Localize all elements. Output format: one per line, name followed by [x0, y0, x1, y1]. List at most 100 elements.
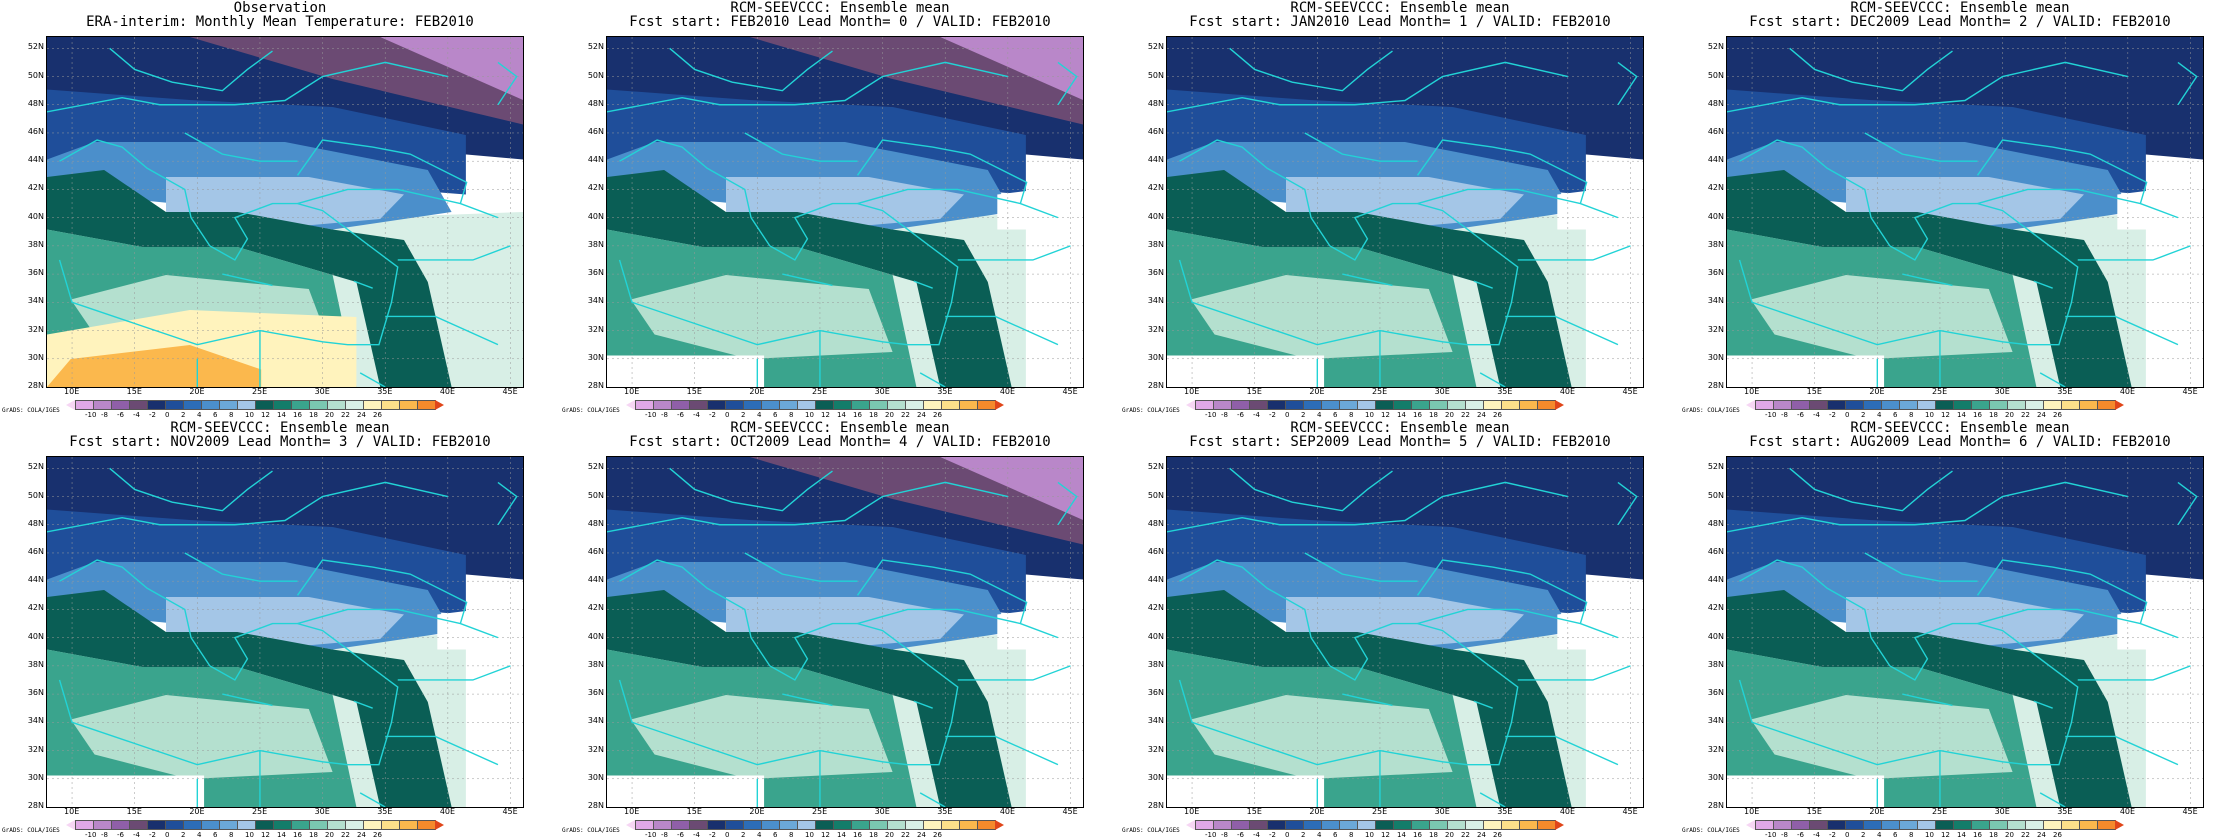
- lat-tick-label: 28N: [1147, 801, 1164, 810]
- lat-tick-label: 42N: [1707, 603, 1724, 613]
- grads-credit: GrADS: COLA/IGES: [562, 827, 620, 834]
- lon-tick-label: 45E: [1622, 387, 1638, 396]
- colorbar-swatch: [327, 820, 346, 830]
- coastline: [1167, 467, 1638, 807]
- colorbar-swatch: [1827, 400, 1846, 410]
- colorbar-swatch: [363, 820, 382, 830]
- colorbar-label: 2: [1861, 411, 1866, 419]
- colorbar-swatch: [671, 820, 690, 830]
- contour-plot: [1727, 457, 2203, 807]
- colorbar-label: 22: [341, 831, 350, 839]
- contour-band: [2117, 184, 2203, 387]
- contour-band: [1727, 355, 1885, 387]
- lon-tick-label: 30E: [1434, 807, 1450, 816]
- colorbar-swatch: [1483, 820, 1502, 830]
- colorbar-label: 12: [1381, 831, 1390, 839]
- colorbar-label: -10: [1765, 831, 1777, 839]
- colorbar-swatch: [689, 820, 708, 830]
- lon-tick-label: 35E: [937, 387, 953, 396]
- lat-tick-label: 40N: [1707, 631, 1724, 641]
- temperature-map: [1166, 456, 1644, 808]
- colorbar-label: 12: [821, 411, 830, 419]
- lat-tick-label: 30N: [27, 772, 44, 782]
- colorbar-label: 4: [1317, 411, 1322, 419]
- colorbar-label: 16: [293, 831, 302, 839]
- colorbar-swatch: [1213, 820, 1232, 830]
- temperature-map: [606, 456, 1084, 808]
- colorbar-swatch: [1411, 820, 1430, 830]
- lon-tick-label: 45E: [502, 387, 518, 396]
- colorbar-label: 14: [837, 831, 846, 839]
- lat-tick-label: 46N: [1147, 546, 1164, 556]
- colorbar-label: 6: [773, 411, 778, 419]
- lon-tick-label: 40E: [999, 387, 1016, 396]
- colorbar-label: 12: [261, 411, 270, 419]
- colorbar-low-arrow: [626, 820, 635, 830]
- colorbar-swatch: [1249, 820, 1268, 830]
- colorbar-label: 8: [789, 411, 794, 419]
- colorbar-label: 10: [1925, 831, 1934, 839]
- colorbar-swatch: [1303, 820, 1322, 830]
- colorbar-label: 4: [1877, 831, 1882, 839]
- colorbar-label: -2: [1269, 831, 1276, 839]
- colorbar-swatch: [1791, 820, 1810, 830]
- colorbar-swatch: [977, 820, 996, 830]
- colorbar-high-arrow: [2115, 400, 2124, 410]
- colorbar-low-arrow: [1746, 820, 1755, 830]
- colorbar-label: 8: [1909, 411, 1914, 419]
- colorbar-label: 8: [1909, 831, 1914, 839]
- colorbar-swatch: [1267, 400, 1286, 410]
- colorbar-swatch: [309, 400, 328, 410]
- lon-tick-label: 30E: [314, 387, 330, 396]
- colorbar-label: 6: [1333, 411, 1338, 419]
- lat-tick-label: 50N: [1147, 490, 1164, 500]
- colorbar-swatch: [1827, 820, 1846, 830]
- colorbar-label: 0: [1845, 411, 1850, 419]
- lon-tick-label: 40E: [2119, 387, 2136, 396]
- lat-tick-label: 28N: [1707, 801, 1724, 810]
- colorbar-label: 14: [277, 831, 286, 839]
- colorbar-swatch: [1465, 400, 1484, 410]
- contour-plot: [47, 37, 523, 387]
- colorbar-label: 8: [789, 831, 794, 839]
- lat-tick-label: 52N: [1707, 42, 1724, 52]
- colorbar-swatch: [399, 820, 418, 830]
- lon-tick-label: 20E: [1869, 387, 1885, 396]
- temperature-map: [606, 36, 1084, 388]
- contour-band: [1167, 170, 1572, 387]
- colorbar-label: 26: [373, 831, 382, 839]
- colorbar-label: 22: [1461, 831, 1470, 839]
- colorbar-label: 26: [373, 411, 382, 419]
- lat-tick-label: 48N: [1707, 98, 1724, 108]
- lat-tick-label: 34N: [27, 716, 44, 726]
- colorbar: [1186, 820, 1564, 830]
- colorbar-swatch: [1501, 820, 1520, 830]
- lat-tick-label: 38N: [1707, 659, 1724, 669]
- colorbar-label: 8: [229, 831, 234, 839]
- lat-tick-label: 32N: [587, 744, 604, 754]
- lon-tick-label: 35E: [2057, 387, 2073, 396]
- colorbar-label: 20: [2005, 831, 2014, 839]
- lat-tick-label: 36N: [587, 268, 604, 278]
- lat-tick-label: 46N: [587, 126, 604, 136]
- lat-tick-label: 44N: [27, 575, 44, 585]
- lon-tick-label: 10E: [1744, 387, 1760, 396]
- lat-tick-label: 40N: [27, 631, 44, 641]
- colorbar-label: -2: [709, 411, 716, 419]
- colorbar-swatch: [761, 820, 780, 830]
- lat-tick-label: 42N: [1147, 603, 1164, 613]
- colorbar-swatch: [1411, 400, 1430, 410]
- map-panel: RCM-SEEVCCC: Ensemble mean Fcst start: OC…: [560, 420, 1120, 840]
- lon-tick-label: 35E: [2057, 807, 2073, 816]
- colorbar-label: -6: [1797, 411, 1804, 419]
- coastline: [47, 467, 518, 807]
- lon-tick-label: 25E: [1371, 807, 1388, 816]
- colorbar-swatch: [255, 400, 274, 410]
- colorbar-label: 26: [1493, 831, 1502, 839]
- lat-tick-label: 36N: [1147, 688, 1164, 698]
- lon-tick-label: 40E: [999, 807, 1016, 816]
- colorbar-label: 18: [869, 831, 878, 839]
- colorbar-label: -10: [645, 831, 657, 839]
- colorbar-swatch: [1231, 400, 1250, 410]
- lon-tick-label: 20E: [1309, 387, 1325, 396]
